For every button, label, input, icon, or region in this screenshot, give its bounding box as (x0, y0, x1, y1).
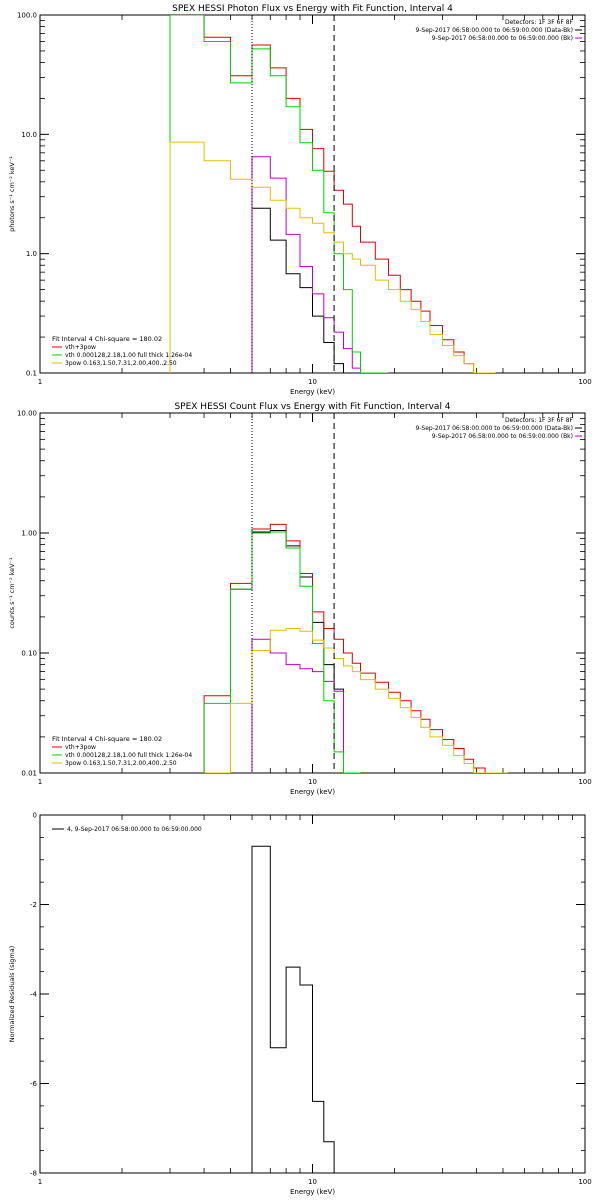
y-tick-label: 0.1 (26, 370, 37, 378)
series-group (169, 15, 496, 373)
y-tick-label: 0.10 (21, 650, 37, 658)
info-line: Detectors: 1F 3F 6F 8F (505, 417, 574, 424)
x-axis-label: Energy (keV) (290, 1188, 335, 1196)
series-line-3 (203, 523, 508, 773)
legend-label: vth 0.000128,2.18,1.00 full thick 1.26e-… (65, 352, 192, 359)
x-axis-label: Energy (keV) (290, 388, 335, 396)
series-line-1 (251, 845, 335, 1173)
series-group (203, 523, 508, 773)
chart-panel-1: SPEX HESSI Photon Flux vs Energy with Fi… (8, 4, 592, 396)
legend-label: 4, 9-Sep-2017 06:58:00.000 to 06:59:00.0… (67, 826, 202, 833)
info-line: 9-Sep-2017 06:58:00.000 to 06:59:00.000 … (415, 425, 573, 432)
chart-panel-2: SPEX HESSI Count Flux vs Energy with Fit… (8, 402, 592, 796)
info-line: 9-Sep-2017 06:58:00.000 to 06:59:00.000 … (432, 433, 573, 440)
plot-frame (39, 14, 586, 374)
series-line-4 (203, 531, 361, 773)
legend-label: vth+3pow (65, 344, 96, 351)
x-tick-label: 100 (578, 778, 591, 786)
series-line-2 (251, 638, 353, 773)
y-tick-label: 1.0 (26, 250, 37, 258)
info-line: 9-Sep-2017 06:58:00.000 to 06:59:00.000 … (415, 27, 573, 34)
y-tick-label: 100.0 (17, 12, 37, 20)
y-tick-label: -6 (30, 1080, 38, 1088)
y-axis-label: Normalized Residuals (sigma) (8, 946, 16, 1043)
y-tick-label: 10.0 (21, 131, 37, 139)
x-tick-label: 100 (578, 1178, 591, 1186)
x-tick-label: 10 (308, 1178, 317, 1186)
series-line-1 (230, 530, 344, 773)
x-axis-label: Energy (keV) (290, 788, 335, 796)
chart-title: SPEX HESSI Photon Flux vs Energy with Fi… (172, 4, 453, 14)
y-tick-label: -8 (30, 1170, 37, 1178)
fit-interval-label: Fit Interval 4 Chi-square = 180.02 (52, 335, 162, 343)
series-line-1 (251, 207, 353, 373)
x-tick-label: 10 (308, 778, 317, 786)
fit-interval-label: Fit Interval 4 Chi-square = 180.02 (52, 735, 162, 743)
chart-title: SPEX HESSI Count Flux vs Energy with Fit… (174, 402, 450, 412)
x-tick-label: 100 (578, 378, 591, 386)
y-tick-label: 0 (33, 812, 37, 820)
info-line: 9-Sep-2017 06:58:00.000 to 06:59:00.000 … (432, 35, 573, 42)
series-line-2 (251, 156, 361, 373)
legend-label: 3pow 0.163,1.50,7.31,2.00,400.,2.50 (65, 360, 177, 367)
y-tick-label: 0.01 (21, 770, 37, 778)
y-tick-label: -2 (30, 901, 37, 909)
series-line-5 (169, 141, 496, 373)
series-line-5 (204, 628, 508, 773)
y-tick-label: -4 (30, 991, 38, 999)
x-tick-label: 1 (38, 378, 42, 386)
x-tick-label: 10 (308, 378, 317, 386)
y-tick-label: 10.00 (17, 410, 37, 418)
y-axis-label: counts s⁻¹ cm⁻² keV⁻¹ (8, 557, 16, 629)
x-tick-label: 1 (38, 1178, 42, 1186)
legend-label: vth+3pow (65, 744, 96, 751)
y-tick-label: 1.00 (21, 530, 37, 538)
legend-label: 3pow 0.163,1.50,7.31,2.00,400.,2.50 (65, 760, 177, 767)
chart-panel-3: Energy (keV) Normalized Residuals (sigma)… (8, 812, 592, 1197)
y-axis-label: photons s⁻¹ cm⁻² keV⁻¹ (8, 156, 16, 232)
x-tick-label: 1 (38, 778, 42, 786)
legend-label: vth 0.000128,2.18,1.00 full thick 1.26e-… (65, 752, 192, 759)
series-line-4 (169, 15, 389, 373)
series-group (251, 845, 335, 1173)
info-line: Detectors: 1F 3F 6F 8F (505, 19, 574, 26)
series-line-3 (169, 15, 496, 373)
